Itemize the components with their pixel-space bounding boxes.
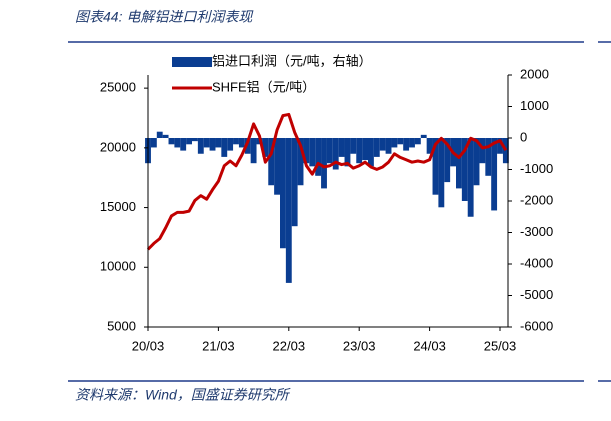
bar [280, 138, 286, 249]
bar [461, 138, 468, 201]
bar [491, 138, 498, 211]
header-title: 图表44: 电解铝进口利润表现 [75, 9, 254, 25]
bar [227, 138, 234, 151]
bar [291, 138, 298, 227]
bar [162, 134, 169, 138]
bar [203, 138, 210, 148]
x-tick-label: 25/03 [484, 338, 517, 353]
bar [362, 138, 368, 161]
bar [403, 138, 410, 151]
x-tick-label: 24/03 [413, 338, 446, 353]
y2-tick-label: -1000 [520, 161, 553, 176]
bar [180, 138, 187, 151]
bar [297, 138, 304, 186]
bar [186, 138, 192, 145]
bar [479, 138, 486, 164]
y-tick-label: 5000 [107, 318, 136, 333]
bar [391, 138, 398, 148]
bar [268, 138, 275, 186]
bar [356, 138, 363, 164]
bar [485, 138, 492, 176]
bar [385, 138, 392, 154]
bar [192, 138, 198, 142]
bar [502, 138, 509, 164]
y-tick-label: 15000 [100, 199, 136, 214]
y-tick-label: 20000 [100, 139, 136, 154]
footer-source: 资料来源：Wind，国盛证券研究所 [75, 387, 291, 403]
bar [250, 138, 257, 164]
bar [379, 138, 386, 151]
bar [368, 138, 374, 167]
bar [444, 138, 451, 183]
bar [426, 138, 433, 154]
bar [344, 138, 351, 167]
y2-tick-label: 0 [520, 129, 527, 144]
bar [168, 138, 175, 145]
x-tick-label: 23/03 [343, 338, 376, 353]
bar [174, 138, 181, 148]
bar [238, 138, 245, 148]
bar [309, 138, 316, 167]
bar [321, 138, 327, 189]
bar [285, 138, 292, 283]
bar [150, 138, 157, 148]
bar [233, 138, 239, 145]
y2-tick-label: -2000 [520, 192, 553, 207]
bar [467, 138, 474, 217]
bar [262, 138, 269, 157]
bar [456, 138, 462, 189]
bar [215, 138, 222, 148]
bar [420, 134, 427, 138]
bar [497, 138, 503, 154]
line [146, 112, 508, 251]
bar [473, 138, 480, 186]
bar [244, 138, 251, 154]
x-tick-label: 22/03 [273, 338, 306, 353]
bar [303, 138, 310, 164]
bar [326, 138, 333, 164]
legend-label: SHFE铝（元/吨） [212, 79, 315, 94]
y2-tick-label: -6000 [520, 318, 553, 333]
y-tick-label: 25000 [100, 80, 136, 95]
bar [332, 138, 339, 170]
bar [197, 138, 204, 154]
y-tick-label: 10000 [100, 259, 136, 274]
y2-tick-label: 2000 [520, 66, 549, 81]
bar [432, 138, 439, 195]
bar [438, 138, 445, 208]
bar [315, 138, 322, 176]
bar [209, 138, 216, 151]
x-tick-label: 20/03 [132, 338, 165, 353]
legend-label: 铝进口利润（元/吨，右轴） [212, 53, 372, 68]
bar [274, 138, 280, 195]
bar [409, 138, 415, 148]
y2-tick-label: -5000 [520, 287, 553, 302]
y2-tick-label: -4000 [520, 255, 553, 270]
x-tick-label: 21/03 [202, 338, 235, 353]
legend-swatch [172, 57, 212, 67]
bar [156, 131, 163, 138]
bar [397, 138, 404, 145]
y2-tick-label: -3000 [520, 224, 553, 239]
bar [338, 138, 345, 157]
bar [350, 138, 357, 154]
y2-tick-label: 1000 [520, 98, 549, 113]
bar [221, 138, 228, 157]
bar [373, 138, 380, 157]
bar [414, 138, 421, 145]
